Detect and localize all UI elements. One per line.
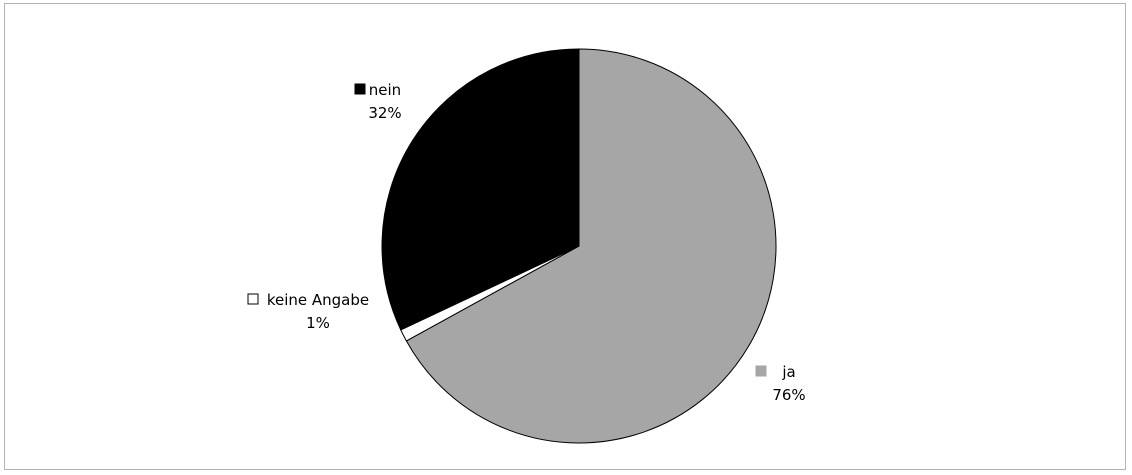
keine-angabe-label: keine Angabe <box>267 291 369 309</box>
ja-percent: 76% <box>772 386 805 404</box>
ja-slice <box>405 48 777 444</box>
ja-label: ja <box>781 363 795 381</box>
ja-marker <box>755 365 767 377</box>
pie-slices <box>381 48 777 444</box>
nein-percent: 32% <box>368 104 401 122</box>
nein-marker <box>354 83 366 95</box>
keine-angabe-marker <box>247 293 259 305</box>
nein-slice <box>381 48 580 331</box>
keine-angabe-percent: 1% <box>306 314 330 332</box>
pie-labels: ja 76% keine Angabe 1% nein 32% <box>247 81 806 404</box>
nein-label: nein <box>369 81 401 99</box>
